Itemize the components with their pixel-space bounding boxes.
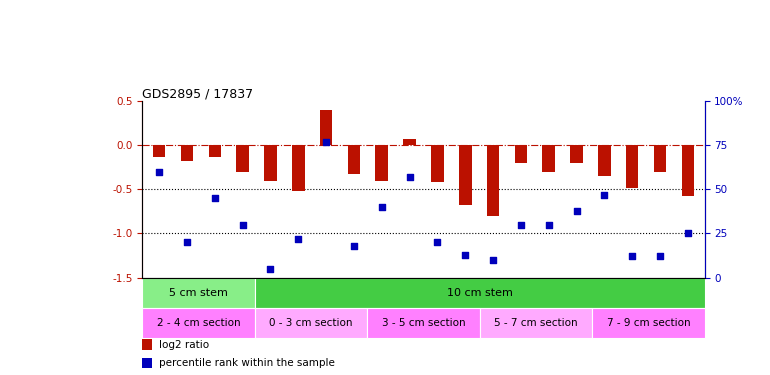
Point <box>654 254 666 260</box>
Bar <box>459 146 471 205</box>
Bar <box>255 278 705 308</box>
Bar <box>142 339 152 350</box>
Bar <box>626 146 638 188</box>
Point <box>626 254 638 260</box>
Bar <box>367 308 480 338</box>
Text: 5 - 7 cm section: 5 - 7 cm section <box>494 318 578 327</box>
Bar <box>598 146 611 176</box>
Text: 5 cm stem: 5 cm stem <box>169 288 228 297</box>
Bar <box>376 146 388 181</box>
Text: 2 - 4 cm section: 2 - 4 cm section <box>157 318 240 327</box>
Bar <box>542 146 555 172</box>
Point <box>571 207 583 213</box>
Text: 10 cm stem: 10 cm stem <box>447 288 513 297</box>
Point <box>487 257 499 263</box>
Bar <box>403 139 416 146</box>
Bar <box>431 146 444 182</box>
Point <box>292 236 304 242</box>
Bar <box>181 146 193 161</box>
Text: 0 - 3 cm section: 0 - 3 cm section <box>270 318 353 327</box>
Bar <box>514 146 527 163</box>
Text: log2 ratio: log2 ratio <box>159 340 209 350</box>
Point <box>264 266 276 272</box>
Bar <box>255 308 367 338</box>
Text: percentile rank within the sample: percentile rank within the sample <box>159 358 335 368</box>
Text: GDS2895 / 17837: GDS2895 / 17837 <box>142 87 253 100</box>
Point <box>320 139 333 145</box>
Point <box>236 222 249 228</box>
Point <box>598 192 611 198</box>
Bar <box>480 308 592 338</box>
Point <box>181 239 193 245</box>
Bar <box>292 146 305 191</box>
Bar <box>142 308 255 338</box>
Point <box>543 222 555 228</box>
Bar <box>348 146 360 174</box>
Point <box>514 222 527 228</box>
Point <box>376 204 388 210</box>
Bar <box>264 146 276 181</box>
Bar <box>487 146 499 216</box>
Point <box>348 243 360 249</box>
Bar <box>142 358 152 369</box>
Bar <box>142 278 255 308</box>
Point <box>209 195 221 201</box>
Bar <box>236 146 249 172</box>
Bar <box>320 110 333 146</box>
Point <box>681 230 694 237</box>
Bar <box>571 146 583 163</box>
Bar <box>153 146 166 157</box>
Bar <box>681 146 694 196</box>
Point <box>431 239 444 245</box>
Text: 7 - 9 cm section: 7 - 9 cm section <box>607 318 690 327</box>
Bar <box>592 308 705 338</box>
Bar <box>209 146 221 157</box>
Text: 3 - 5 cm section: 3 - 5 cm section <box>382 318 465 327</box>
Point <box>153 169 166 175</box>
Bar <box>654 146 666 172</box>
Point <box>459 252 471 258</box>
Point <box>403 174 416 180</box>
